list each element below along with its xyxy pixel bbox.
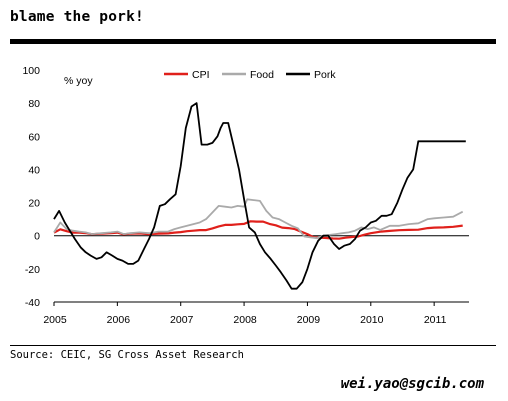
legend-label-food: Food bbox=[250, 69, 274, 81]
y-tick-labels: -40 -20 0 20 40 60 80 100 bbox=[22, 65, 40, 309]
x-tick-label: 2010 bbox=[360, 314, 384, 326]
source-note: Source: CEIC, SG Cross Asset Research bbox=[10, 349, 244, 361]
x-tick-label: 2005 bbox=[43, 314, 67, 326]
y-tick-label: 20 bbox=[28, 198, 40, 210]
x-tick-label: 2008 bbox=[233, 314, 257, 326]
y-axis-label: % yoy bbox=[64, 75, 93, 87]
y-tick-label: 60 bbox=[28, 131, 40, 143]
x-tick-label: 2009 bbox=[297, 314, 321, 326]
y-tick-label: -20 bbox=[25, 264, 40, 276]
y-tick-label: 100 bbox=[22, 65, 40, 77]
x-tick-label: 2006 bbox=[107, 314, 131, 326]
y-tick-label: -40 bbox=[25, 297, 40, 309]
legend-label-pork: Pork bbox=[314, 69, 336, 81]
series-line-pork bbox=[53, 102, 466, 290]
y-tick-label: 80 bbox=[28, 98, 40, 110]
y-tick-label: 0 bbox=[34, 231, 40, 243]
series-lines bbox=[53, 102, 466, 290]
x-tick-label: 2011 bbox=[424, 314, 447, 326]
x-tick-label: 2007 bbox=[170, 314, 194, 326]
x-tick-labels: 2005 2006 2007 2008 2009 2010 2011 bbox=[43, 314, 446, 326]
series-line-food bbox=[53, 198, 464, 240]
top-rule bbox=[10, 39, 496, 44]
legend: CPI Food Pork bbox=[164, 69, 336, 81]
legend-label-cpi: CPI bbox=[192, 69, 210, 81]
chart-title: blame the pork! bbox=[10, 9, 144, 25]
y-tick-label: 40 bbox=[28, 164, 40, 176]
bottom-rule bbox=[10, 345, 496, 346]
author-email: wei.yao@sgcib.com bbox=[340, 376, 484, 392]
chart-axes bbox=[53, 235, 469, 306]
